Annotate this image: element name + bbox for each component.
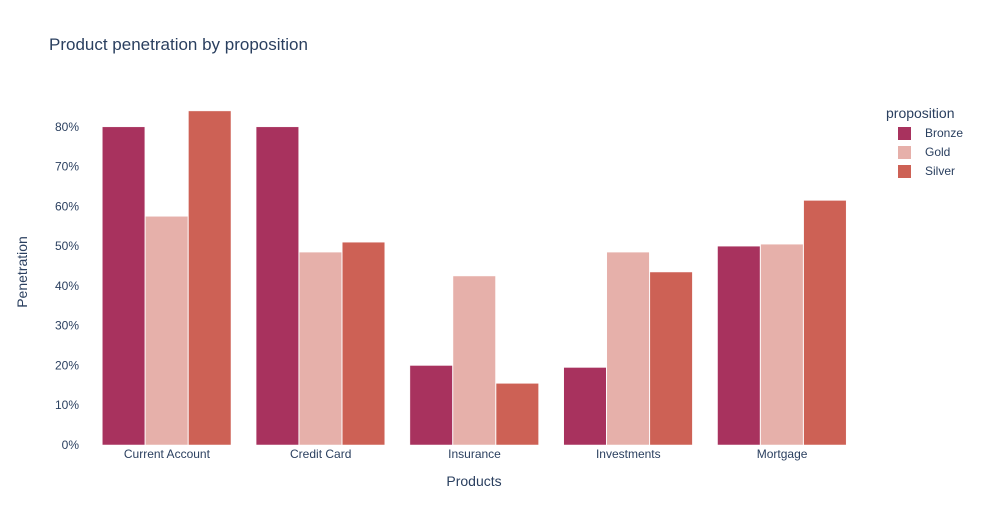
bar-silver[interactable]	[649, 271, 693, 446]
bar-bronze[interactable]	[563, 367, 607, 446]
bar-silver[interactable]	[495, 383, 539, 446]
bars-layer	[102, 110, 847, 446]
legend-label: Bronze	[925, 126, 963, 140]
bar-gold[interactable]	[298, 251, 342, 446]
bar-silver[interactable]	[803, 200, 847, 446]
legend-item-gold[interactable]: Gold	[898, 145, 950, 159]
legend-label: Gold	[925, 145, 950, 159]
x-tick-label: Credit Card	[290, 447, 351, 461]
bar-bronze[interactable]	[409, 365, 453, 446]
x-axis-title: Products	[446, 473, 501, 489]
bar-gold[interactable]	[606, 251, 650, 446]
legend: proposition Bronze Gold Silver	[886, 105, 963, 178]
y-tick-label: 0%	[62, 438, 80, 452]
legend-title: proposition	[886, 105, 955, 121]
bar-gold[interactable]	[145, 216, 189, 446]
y-tick-label: 30%	[55, 319, 79, 333]
legend-item-silver[interactable]: Silver	[898, 164, 955, 178]
legend-label: Silver	[925, 164, 955, 178]
bar-gold[interactable]	[452, 275, 496, 446]
x-tick-label: Mortgage	[757, 447, 808, 461]
y-tick-label: 50%	[55, 239, 79, 253]
y-tick-label: 70%	[55, 160, 79, 174]
y-tick-label: 60%	[55, 199, 79, 213]
x-tick-label: Current Account	[124, 447, 211, 461]
legend-swatch	[898, 165, 911, 178]
bar-bronze[interactable]	[255, 126, 299, 446]
bar-silver[interactable]	[341, 241, 386, 446]
y-tick-label: 10%	[55, 398, 79, 412]
y-axis-title: Penetration	[14, 236, 30, 308]
y-tick-label: 80%	[55, 120, 79, 134]
y-tick-label: 40%	[55, 279, 79, 293]
bar-bronze[interactable]	[717, 245, 761, 446]
legend-swatch	[898, 146, 911, 159]
x-tick-label: Investments	[596, 447, 661, 461]
x-tick-label: Insurance	[448, 447, 501, 461]
y-axis-ticks: 0% 10% 20% 30% 40% 50% 60% 70% 80%	[55, 120, 79, 452]
legend-item-bronze[interactable]: Bronze	[898, 126, 963, 140]
legend-items: Bronze Gold Silver	[898, 126, 963, 178]
bar-bronze[interactable]	[102, 126, 146, 446]
x-axis-ticks: Current Account Credit Card Insurance Inves…	[124, 447, 808, 461]
y-tick-label: 20%	[55, 358, 79, 372]
legend-swatch	[898, 127, 911, 140]
bar-gold[interactable]	[760, 243, 804, 446]
bar-silver[interactable]	[188, 110, 232, 446]
chart-title: Product penetration by proposition	[49, 35, 308, 54]
